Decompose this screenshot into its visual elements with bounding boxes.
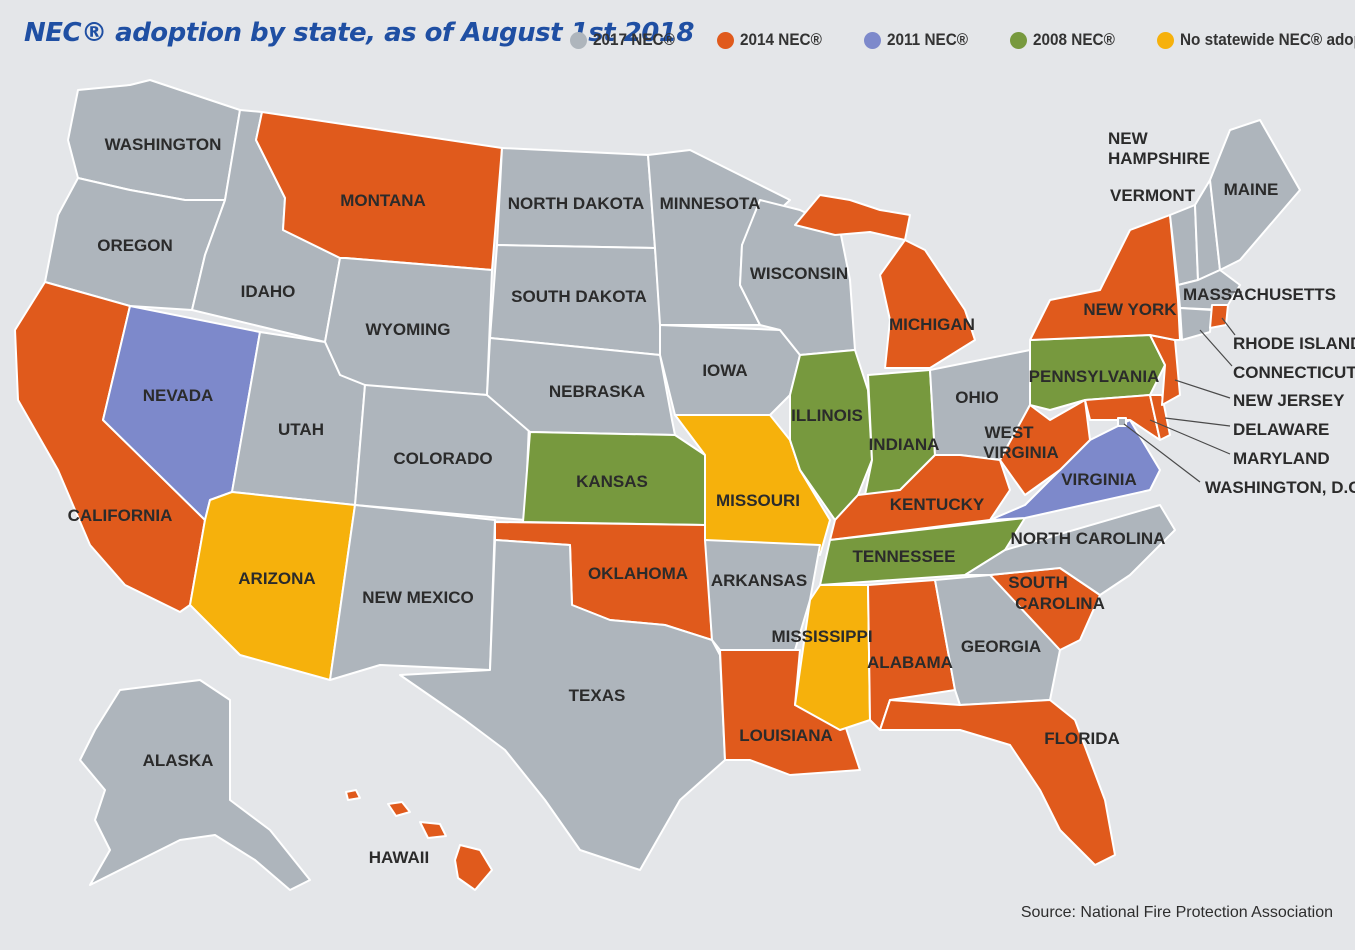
state-hawaii-kauai[interactable]: [345, 789, 361, 801]
state-hawaii-big[interactable]: [454, 844, 493, 891]
state-texas[interactable]: [399, 539, 726, 871]
state-new-york[interactable]: [1029, 214, 1181, 341]
label-west-virginia-1: WEST: [984, 423, 1034, 442]
label-virginia: VIRGINIA: [1061, 470, 1137, 489]
label-iowa: IOWA: [702, 361, 747, 380]
label-mississippi: MISSISSIPPI: [771, 627, 872, 646]
leader-connecticut: [1199, 329, 1233, 367]
legend-swatch-2011: [863, 31, 881, 49]
state-connecticut[interactable]: [1179, 307, 1213, 341]
label-massachusetts: MASSACHUSETTS: [1183, 285, 1336, 304]
state-missouri[interactable]: [674, 414, 831, 556]
label-pennsylvania: PENNSYLVANIA: [1029, 367, 1160, 386]
label-washington: WASHINGTON: [105, 135, 222, 154]
label-alabama: ALABAMA: [867, 653, 953, 672]
leader-new-jersey: [1174, 379, 1231, 399]
leader-dc: [1123, 423, 1201, 483]
legend: 2017 NEC® 2014 NEC® 2011 NEC® 2008 NEC® …: [570, 30, 1355, 50]
label-wyoming: WYOMING: [366, 320, 451, 339]
label-nebraska: NEBRASKA: [549, 382, 645, 401]
state-north-carolina[interactable]: [964, 504, 1176, 596]
state-louisiana[interactable]: [719, 649, 861, 776]
legend-label-2014: 2014 NEC®: [739, 30, 822, 49]
legend-item-none: No statewide NEC® adoption: [1156, 30, 1355, 50]
label-california: CALIFORNIA: [68, 506, 173, 525]
label-hawaii: HAWAII: [369, 848, 429, 867]
label-arizona: ARIZONA: [238, 569, 315, 588]
label-leader-lines: [1123, 291, 1242, 483]
label-north-dakota: NORTH DAKOTA: [508, 194, 645, 213]
label-louisiana: LOUISIANA: [739, 726, 833, 745]
label-utah: UTAH: [278, 420, 324, 439]
legend-swatch-2014: [716, 31, 734, 49]
legend-item-2011: 2011 NEC®: [863, 30, 977, 50]
leader-delaware: [1164, 417, 1231, 427]
label-vermont: VERMONT: [1110, 186, 1196, 205]
label-michigan: MICHIGAN: [889, 315, 975, 334]
legend-label-none: No statewide NEC® adoption: [1179, 30, 1355, 49]
label-kentucky: KENTUCKY: [890, 495, 985, 514]
state-west-virginia[interactable]: [999, 399, 1091, 496]
label-dc: WASHINGTON, D.C.: [1205, 478, 1355, 497]
legend-item-2008: 2008 NEC®: [1009, 30, 1124, 50]
label-new-mexico: NEW MEXICO: [362, 588, 473, 607]
label-south-carolina-2: CAROLINA: [1015, 594, 1105, 613]
label-new-york: NEW YORK: [1083, 300, 1177, 319]
leader-maryland: [1149, 419, 1231, 455]
state-florida[interactable]: [879, 699, 1116, 866]
state-michigan-upper[interactable]: [794, 194, 911, 241]
label-texas: TEXAS: [569, 686, 626, 705]
label-missouri: MISSOURI: [716, 491, 800, 510]
label-florida: FLORIDA: [1044, 729, 1120, 748]
label-new-jersey: NEW JERSEY: [1233, 391, 1345, 410]
state-delaware[interactable]: [1149, 394, 1171, 441]
label-oklahoma: OKLAHOMA: [588, 564, 688, 583]
label-new-hampshire-1: NEW: [1108, 129, 1149, 148]
legend-label-2017: 2017 NEC®: [593, 30, 675, 49]
label-kansas: KANSAS: [576, 472, 648, 491]
label-maine: MAINE: [1224, 180, 1279, 199]
label-tennessee: TENNESSEE: [853, 547, 956, 566]
label-alaska: ALASKA: [143, 751, 214, 770]
label-delaware: DELAWARE: [1233, 420, 1329, 439]
state-hawaii-maui[interactable]: [419, 821, 447, 839]
label-ohio: OHIO: [955, 388, 998, 407]
label-connecticut: CONNECTICUT: [1233, 363, 1355, 382]
state-new-mexico[interactable]: [329, 504, 496, 681]
label-arkansas: ARKANSAS: [711, 571, 807, 590]
leader-rhode-island: [1221, 317, 1236, 336]
label-montana: MONTANA: [340, 191, 426, 210]
label-south-carolina-1: SOUTH: [1008, 573, 1068, 592]
label-nevada: NEVADA: [143, 386, 214, 405]
label-idaho: IDAHO: [241, 282, 296, 301]
label-wisconsin: WISCONSIN: [750, 264, 848, 283]
label-south-dakota: SOUTH DAKOTA: [511, 287, 647, 306]
label-north-carolina: NORTH CAROLINA: [1011, 529, 1166, 548]
label-indiana: INDIANA: [869, 435, 940, 454]
label-georgia: GEORGIA: [961, 637, 1041, 656]
label-colorado: COLORADO: [393, 449, 492, 468]
source-credit: Source: National Fire Protection Associa…: [1020, 904, 1333, 921]
state-michigan-lower[interactable]: [879, 239, 976, 369]
label-new-hampshire-2: HAMPSHIRE: [1108, 149, 1210, 168]
legend-swatch-2008: [1009, 31, 1027, 49]
label-minnesota: MINNESOTA: [660, 194, 761, 213]
state-rhode-island[interactable]: [1209, 304, 1229, 329]
state-alaska[interactable]: [79, 679, 311, 891]
label-illinois: ILLINOIS: [791, 406, 863, 425]
legend-label-2011: 2011 NEC®: [886, 30, 968, 49]
legend-item-2017: 2017 NEC®: [570, 30, 684, 50]
label-west-virginia-2: VIRGINIA: [983, 443, 1059, 462]
legend-swatch-none: [1156, 31, 1174, 49]
legend-swatch-2017: [570, 31, 587, 49]
state-hawaii-oahu[interactable]: [387, 801, 411, 817]
label-maryland: MARYLAND: [1233, 449, 1330, 468]
legend-item-2014: 2014 NEC®: [716, 30, 831, 50]
legend-label-2008: 2008 NEC®: [1032, 30, 1115, 49]
label-rhode-island: RHODE ISLAND: [1233, 334, 1355, 353]
label-oregon: OREGON: [97, 236, 173, 255]
